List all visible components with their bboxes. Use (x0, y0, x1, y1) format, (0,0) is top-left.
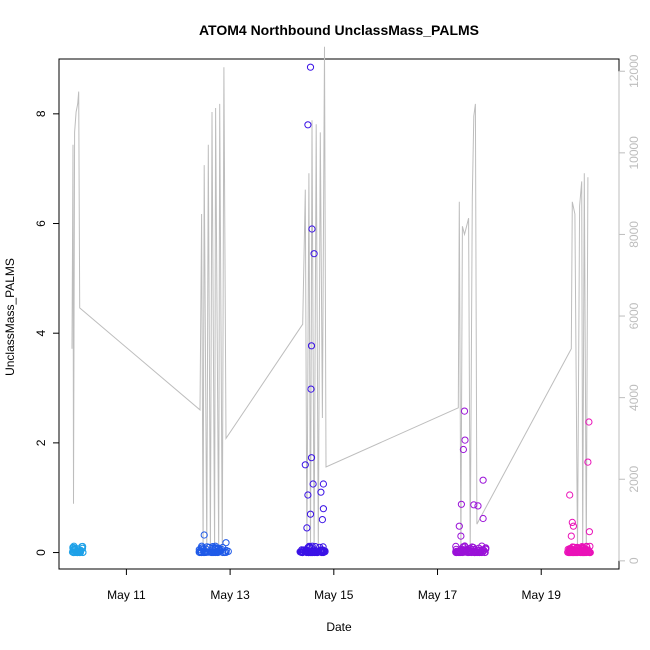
x-tick-label: May 13 (210, 588, 250, 602)
data-point (457, 500, 465, 508)
data-point (566, 491, 574, 499)
data-point (565, 545, 574, 554)
data-point (73, 547, 81, 555)
data-point (456, 548, 464, 556)
y-axis-right: 0 2000 4000 6000 8000 10000 12000 (618, 54, 641, 564)
data-point (455, 522, 463, 530)
data-point (585, 528, 594, 536)
data-point (219, 548, 227, 557)
data-point (566, 548, 575, 557)
data-point (476, 548, 485, 556)
data-point (470, 501, 478, 509)
y-tick-label: 6 (34, 220, 48, 227)
data-point (201, 548, 209, 557)
x-tick-label: May 15 (314, 588, 354, 602)
data-point (481, 548, 489, 557)
data-point (307, 454, 316, 462)
data-point (585, 418, 593, 426)
data-point (573, 548, 582, 557)
data-point (306, 63, 315, 71)
data-point (459, 548, 467, 557)
y-axis-left: 0 2 4 6 8 (34, 110, 60, 556)
data-point (307, 342, 316, 350)
data-point (570, 543, 578, 551)
y2-tick-label: 10000 (627, 136, 641, 170)
data-point (318, 516, 326, 524)
data-point (567, 532, 575, 540)
data-point (222, 539, 230, 547)
x-tick-label: May 17 (418, 588, 458, 602)
data-point (482, 544, 490, 552)
data-point (321, 547, 329, 555)
data-point (224, 547, 232, 556)
y2-tick-label: 8000 (627, 221, 641, 248)
data-point (210, 548, 218, 556)
data-point (212, 544, 220, 552)
data-point (200, 531, 208, 539)
data-point (310, 250, 318, 258)
data-point (459, 445, 467, 454)
data-point (578, 548, 586, 557)
secondary-line-series (71, 46, 589, 553)
data-point (307, 385, 315, 393)
y-tick-label: 0 (34, 549, 48, 556)
y2-tick-label: 0 (627, 557, 641, 564)
y-tick-label: 8 (34, 110, 48, 117)
scatter-points (68, 63, 594, 557)
data-point (479, 476, 487, 484)
secondary-line (71, 46, 589, 553)
data-point (319, 548, 327, 556)
x-axis: May 11 May 13 May 15 May 17 May 19 (107, 568, 562, 602)
data-point (474, 502, 482, 510)
data-point (461, 436, 469, 444)
data-point (197, 548, 206, 557)
data-point (203, 548, 211, 556)
y2-tick-label: 6000 (627, 302, 641, 329)
data-point (582, 548, 591, 556)
data-point (199, 544, 207, 552)
data-point (569, 522, 578, 530)
data-point (304, 121, 312, 129)
x-tick-label: May 11 (107, 588, 146, 602)
data-point (303, 524, 311, 532)
data-point (585, 548, 593, 556)
x-axis-label: Date (326, 620, 352, 634)
data-point (308, 225, 316, 233)
data-point (306, 510, 315, 518)
data-point (479, 514, 487, 523)
chart-title: ATOM4 Northbound UnclassMass_PALMS (199, 22, 479, 38)
data-point (312, 548, 320, 557)
y-tick-label: 2 (34, 439, 48, 446)
data-point (457, 532, 465, 540)
data-point (308, 548, 316, 557)
data-point (319, 480, 327, 488)
y2-tick-label: 12000 (627, 54, 641, 88)
plot-frame (58, 58, 620, 570)
data-point (296, 548, 304, 556)
data-point (317, 488, 325, 496)
x-tick-label: May 19 (522, 588, 562, 602)
data-point (568, 518, 576, 527)
y2-tick-label: 4000 (627, 384, 641, 411)
data-point (319, 505, 327, 513)
data-point (473, 548, 481, 557)
data-point (304, 491, 312, 499)
y-tick-label: 4 (34, 330, 48, 337)
data-point (584, 458, 592, 466)
data-point (309, 480, 317, 488)
data-point (69, 546, 78, 554)
data-point (301, 461, 309, 469)
data-point (77, 546, 85, 555)
data-point (460, 548, 468, 556)
y-axis-label: UnclassMass_PALMS (3, 258, 17, 376)
data-point (460, 407, 469, 415)
y2-tick-label: 2000 (627, 466, 641, 493)
